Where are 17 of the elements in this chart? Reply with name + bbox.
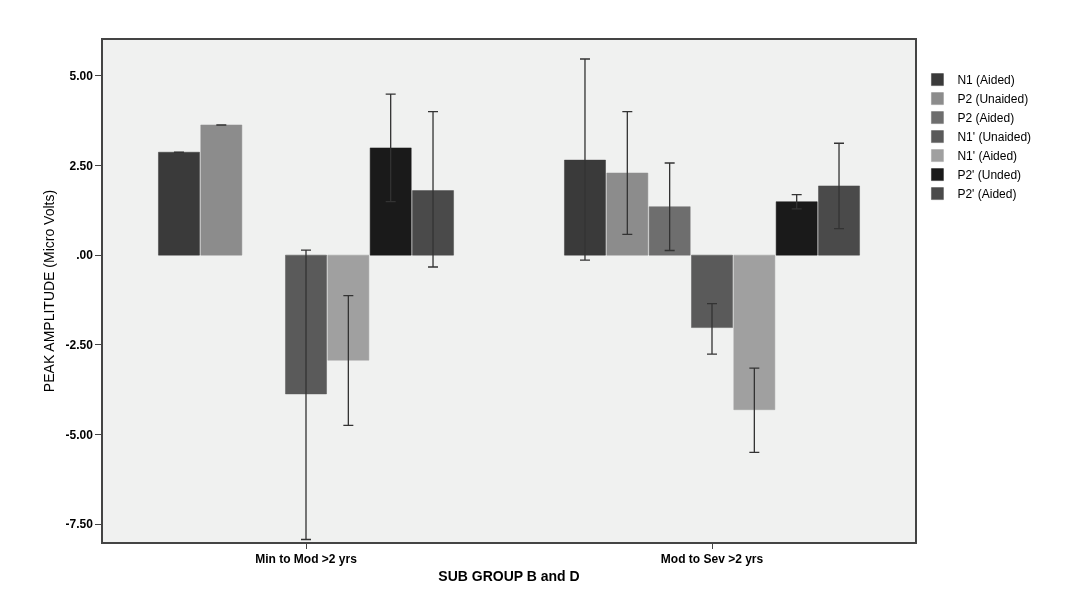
y-tick-label: -5.00	[65, 427, 94, 442]
y-tick-label: .00	[76, 248, 94, 263]
legend-label: N1 (Aided)	[957, 73, 1015, 88]
legend-label: N1' (Aided)	[957, 149, 1018, 164]
legend-label: P2 (Unaided)	[957, 92, 1029, 107]
legend-label: P2' (Aided)	[957, 187, 1017, 202]
x-axis-title: SUB GROUP B and D	[438, 567, 580, 584]
y-tick-label: 2.50	[69, 158, 94, 173]
legend-label: P2 (Aided)	[957, 111, 1015, 126]
y-tick-label: -7.50	[65, 517, 94, 532]
legend-label: N1' (Unaided)	[957, 130, 1032, 145]
x-tick-label: Mod to Sev >2 yrs	[660, 552, 764, 567]
y-axis-title: PEAK AMPLITUDE (Micro Volts)	[40, 189, 57, 393]
y-tick-label: 5.00	[69, 69, 94, 84]
y-tick-label: -2.50	[65, 337, 94, 352]
legend-label: P2' (Unded)	[957, 168, 1022, 183]
x-tick-label: Min to Mod >2 yrs	[255, 552, 358, 567]
